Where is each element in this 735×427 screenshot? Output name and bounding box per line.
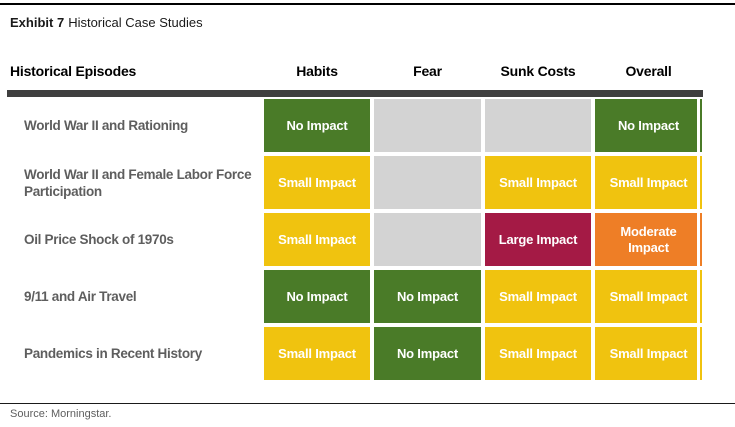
impact-cell: Moderate Impact <box>595 213 702 266</box>
impact-cell: Small Impact <box>485 156 591 209</box>
column-header-habits: Habits <box>296 63 338 79</box>
bottom-rule <box>0 403 735 404</box>
header-divider-bar <box>7 90 703 97</box>
source-credit: Source: Morningstar. <box>10 408 112 420</box>
impact-cell: No Impact <box>264 99 370 152</box>
exhibit-title: Exhibit 7 Historical Case Studies <box>10 15 203 30</box>
row-label-ww2-rationing: World War II and Rationing <box>24 118 188 133</box>
impact-cell: Large Impact <box>485 213 591 266</box>
row-label-oil-price-shock: Oil Price Shock of 1970s <box>24 232 174 247</box>
impact-cell: Small Impact <box>485 327 591 380</box>
row-label-pandemics: Pandemics in Recent History <box>24 346 202 361</box>
impact-cell: Small Impact <box>264 327 370 380</box>
exhibit-subtitle: Historical Case Studies <box>68 15 203 30</box>
right-edge-gridline <box>697 99 700 380</box>
impact-cell: Small Impact <box>485 270 591 323</box>
column-header-historical-episodes: Historical Episodes <box>10 63 137 79</box>
row-label-ww2-female-labor: World War II and Female Labor Force Part… <box>24 166 252 199</box>
impact-cell <box>374 99 481 152</box>
impact-cell <box>374 213 481 266</box>
column-header-fear: Fear <box>413 63 442 79</box>
top-rule <box>0 3 735 5</box>
impact-cell: Small Impact <box>595 156 702 209</box>
column-header-sunk-costs: Sunk Costs <box>500 63 576 79</box>
impact-cell: No Impact <box>264 270 370 323</box>
impact-cell: Small Impact <box>264 213 370 266</box>
impact-cell: No Impact <box>374 270 481 323</box>
impact-cell <box>485 99 591 152</box>
impact-cell <box>374 156 481 209</box>
impact-cell: Small Impact <box>264 156 370 209</box>
impact-cell: Small Impact <box>595 327 702 380</box>
impact-cell: No Impact <box>595 99 702 152</box>
column-header-overall: Overall <box>625 63 672 79</box>
exhibit-number: Exhibit 7 <box>10 15 65 30</box>
row-label-911-air-travel: 9/11 and Air Travel <box>24 289 137 304</box>
impact-cell: Small Impact <box>595 270 702 323</box>
impact-cell: No Impact <box>374 327 481 380</box>
